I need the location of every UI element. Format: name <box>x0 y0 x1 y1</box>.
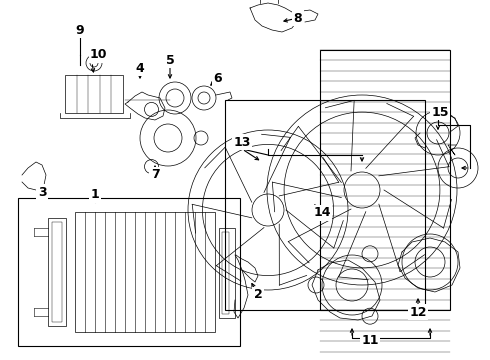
Text: 8: 8 <box>294 12 302 24</box>
Bar <box>320 50 450 310</box>
Text: 9: 9 <box>75 23 84 36</box>
Text: 4: 4 <box>136 62 145 75</box>
Text: 11: 11 <box>361 333 379 346</box>
Text: 5: 5 <box>166 54 174 67</box>
Text: 15: 15 <box>431 105 449 118</box>
Text: 13: 13 <box>233 135 251 148</box>
Bar <box>18 198 240 346</box>
Bar <box>65 75 123 113</box>
Text: 12: 12 <box>409 306 427 319</box>
Bar <box>225 100 425 310</box>
Bar <box>48 218 66 326</box>
Text: 7: 7 <box>150 168 159 181</box>
Bar <box>222 232 229 314</box>
Text: 2: 2 <box>254 288 262 302</box>
Bar <box>52 222 62 322</box>
Text: 14: 14 <box>313 207 331 220</box>
Bar <box>219 228 235 318</box>
Text: 3: 3 <box>38 185 47 198</box>
Text: 1: 1 <box>91 189 99 202</box>
Text: 10: 10 <box>90 49 107 62</box>
Text: 6: 6 <box>214 72 222 85</box>
Bar <box>75 212 215 332</box>
